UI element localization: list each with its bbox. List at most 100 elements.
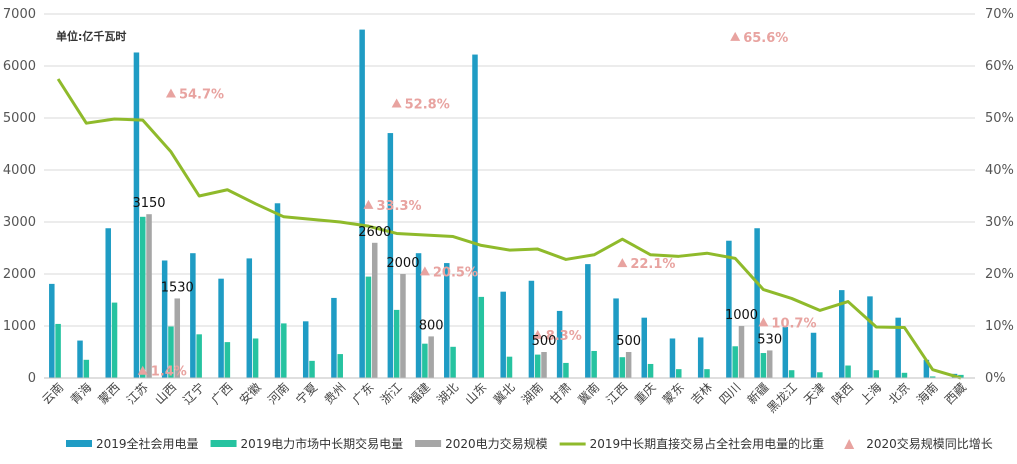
y-right-tick-label: 10% [985, 319, 1014, 334]
bar-1-宁夏 [302, 321, 309, 378]
x-tick-label: 湖南 [518, 380, 546, 408]
bar-2-浙江 [393, 309, 400, 378]
line-series [56, 78, 962, 380]
legend-swatch-5 [844, 439, 855, 449]
bar-1-四川 [726, 240, 732, 378]
x-tick-label: 山东 [463, 380, 490, 407]
growth-marker-四川 [730, 31, 741, 41]
growth-label-江苏: 1.4% [151, 365, 187, 380]
bar-1-冀北 [500, 291, 506, 378]
bar-3-浙江 [400, 274, 406, 378]
y-left-tick-label: 5000 [3, 111, 36, 126]
bar-2-福建 [422, 343, 428, 378]
x-tick-label: 黑龙江 [764, 380, 799, 415]
bar-1-广东 [359, 29, 365, 378]
x-tick-label: 陕西 [829, 380, 857, 408]
data-labels: 3150 1530 2600 2000 800 500 500 1000 530 [132, 196, 782, 349]
x-tick-label: 浙江 [378, 380, 405, 407]
bar-2-广东 [365, 276, 372, 378]
bar-1-蒙西 [105, 228, 111, 378]
bar-2-河南 [281, 323, 287, 378]
bar-2-黑龙江 [788, 370, 795, 378]
bar-1-河南 [274, 203, 281, 378]
x-tick-label: 云南 [39, 380, 67, 408]
x-axis-categories: 云南 青海 蒙西 江苏 山西 辽宁 广西 安徽 河南 宁夏 贵州 广东 浙江 福建 湖北 山东 冀北 湖南 甘肃 冀南… [39, 377, 975, 416]
bar-1-陕西 [838, 290, 845, 378]
legend-label-2: 2019电力市场中长期交易电量 [241, 436, 404, 451]
bar-1-青海 [77, 340, 83, 378]
data-label-新疆: 530 [757, 332, 782, 347]
data-label-江西: 500 [616, 334, 641, 349]
bar-2-冀北 [506, 356, 513, 378]
legend-label-1: 2019全社会用电量 [96, 436, 199, 451]
bar-2-冀南 [591, 350, 597, 378]
bar-1-江西 [613, 298, 619, 378]
bar-1-上海 [867, 296, 873, 378]
x-tick-label: 江西 [604, 380, 631, 407]
growth-label-江西: 22.1% [630, 257, 675, 272]
bar-2-山东 [478, 296, 485, 378]
bar-1-重庆 [641, 317, 648, 378]
bar-2-广西 [224, 342, 231, 378]
bar-1-冀南 [585, 264, 591, 378]
growth-marker-福建 [419, 266, 430, 276]
growth-label-湖南: 8.3% [546, 329, 582, 344]
x-tick-label: 蒙东 [660, 380, 687, 407]
bar-2-湖北 [450, 346, 456, 378]
growth-marker-江苏 [137, 365, 148, 375]
growth-marker-浙江 [391, 98, 402, 108]
bar-1-浙江 [387, 133, 394, 378]
legend-swatch-1 [66, 440, 92, 447]
share-line [56, 78, 962, 380]
bar-2-安徽 [252, 338, 259, 378]
data-label-广东: 2600 [358, 225, 391, 240]
bar-1-湖北 [444, 263, 450, 378]
y-axis-left: 0 1000 2000 3000 4000 5000 6000 7000 [3, 7, 36, 386]
bar-1-海南 [923, 359, 930, 378]
x-tick-label: 四川 [716, 380, 743, 407]
bar-3-新疆 [766, 350, 773, 378]
bar-1-北京 [895, 317, 901, 378]
bar-1-吉林 [697, 337, 704, 378]
x-tick-label: 辽宁 [180, 380, 208, 408]
data-label-山西: 1530 [161, 280, 194, 295]
bar-1-新疆 [754, 228, 760, 378]
bar-1-福建 [415, 253, 422, 378]
bar-2-甘肃 [563, 362, 569, 378]
growth-label-新疆: 10.7% [771, 316, 816, 331]
y-right-tick-label: 40% [985, 163, 1014, 178]
x-tick-label: 西藏 [942, 380, 969, 407]
data-label-四川: 1000 [725, 308, 758, 323]
bar-2-宁夏 [309, 360, 315, 378]
data-label-江苏: 3150 [132, 196, 165, 211]
gridlines [44, 13, 975, 379]
x-tick-label: 山西 [152, 380, 179, 407]
x-tick-label: 安徽 [236, 380, 264, 408]
growth-marker-江西 [617, 258, 628, 268]
y-left-tick-label: 7000 [3, 7, 36, 22]
growth-marker-新疆 [758, 317, 769, 327]
bar-1-蒙东 [669, 338, 676, 378]
x-tick-label: 天津 [801, 380, 828, 407]
y-left-tick-label: 3000 [3, 215, 36, 230]
bar-2-湖南 [534, 354, 541, 378]
growth-marker-湖南 [532, 329, 543, 339]
bar-1-湖南 [528, 280, 535, 378]
x-tick-label: 江苏 [124, 380, 151, 407]
y-left-tick-label: 4000 [3, 163, 36, 178]
bar-1-安徽 [246, 258, 253, 378]
bar-1-广西 [218, 278, 224, 378]
bar-2-陕西 [845, 365, 851, 378]
data-label-福建: 800 [419, 318, 444, 333]
x-tick-label: 海南 [913, 380, 941, 408]
legend-label-5: 2020交易规模同比增长 [866, 436, 993, 451]
y-axis-right: 0% 10% 20% 30% 40% 50% 60% 70% [985, 7, 1014, 386]
bar-2-北京 [901, 372, 908, 378]
y-right-tick-label: 30% [985, 215, 1014, 230]
bar-3-江西 [625, 352, 632, 378]
x-tick-label: 甘肃 [547, 380, 574, 407]
data-label-浙江: 2000 [386, 256, 419, 271]
y-right-tick-label: 70% [985, 7, 1014, 22]
legend-label-3: 2020电力交易规模 [445, 436, 548, 451]
x-tick-label: 上海 [857, 380, 885, 408]
